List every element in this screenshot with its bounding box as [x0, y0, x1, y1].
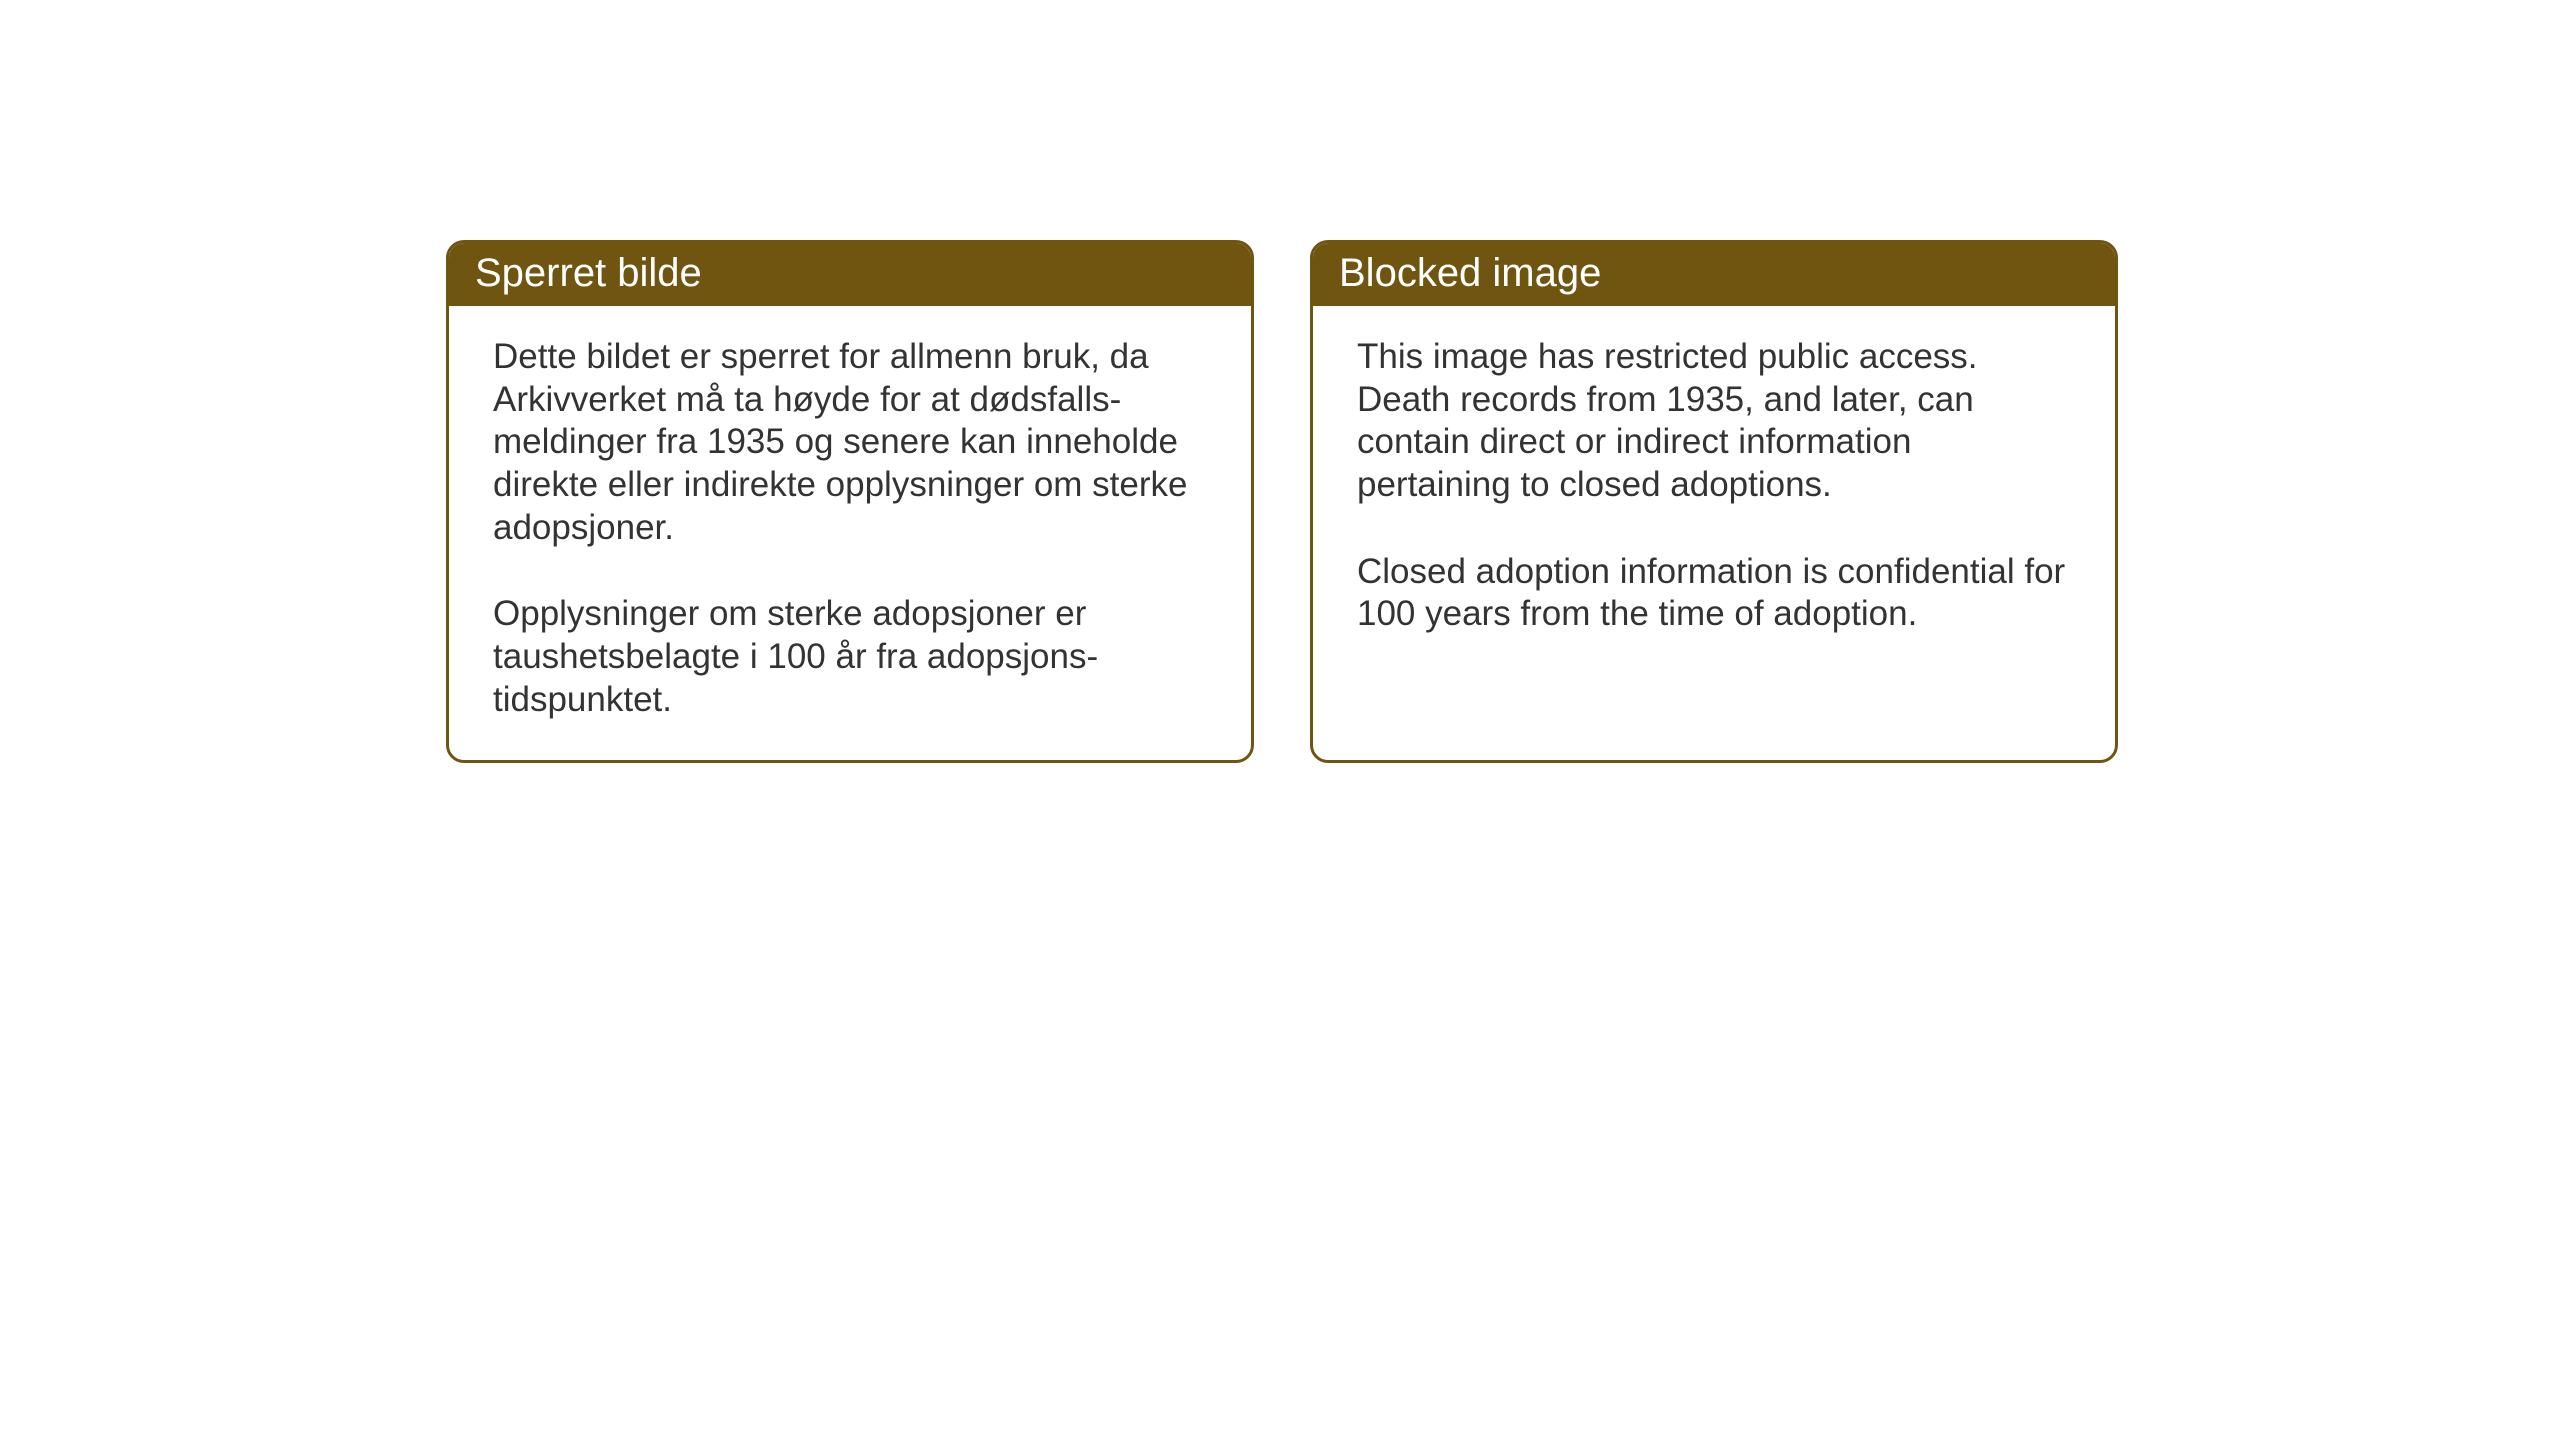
notice-card-norwegian: Sperret bilde Dette bildet er sperret fo…	[446, 240, 1254, 763]
card-header-norwegian: Sperret bilde	[449, 243, 1251, 306]
notice-card-english: Blocked image This image has restricted …	[1310, 240, 2118, 763]
paragraph-2-english: Closed adoption information is confident…	[1357, 551, 2071, 636]
notice-container: Sperret bilde Dette bildet er sperret fo…	[446, 240, 2118, 763]
card-body-english: This image has restricted public access.…	[1313, 306, 2115, 716]
card-header-english: Blocked image	[1313, 243, 2115, 306]
paragraph-1-norwegian: Dette bildet er sperret for allmenn bruk…	[493, 336, 1207, 549]
paragraph-2-norwegian: Opplysninger om sterke adopsjoner er tau…	[493, 593, 1207, 721]
card-body-norwegian: Dette bildet er sperret for allmenn bruk…	[449, 306, 1251, 760]
paragraph-1-english: This image has restricted public access.…	[1357, 336, 2071, 507]
